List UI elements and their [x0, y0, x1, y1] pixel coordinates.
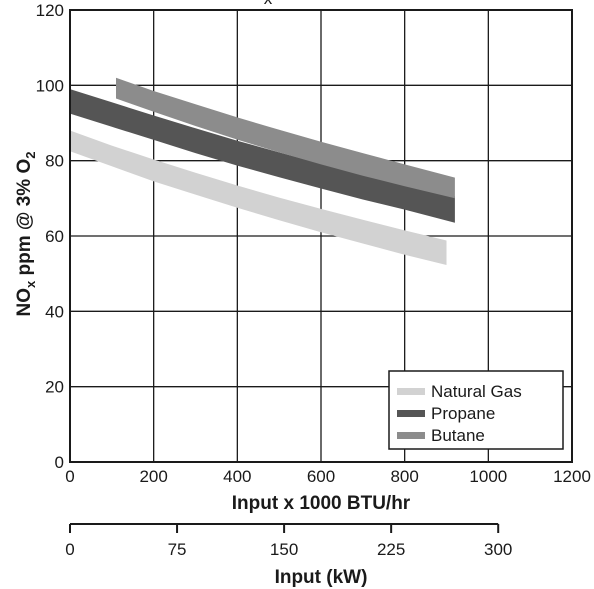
- secondary-tick-label: 225: [377, 540, 405, 559]
- x-tick-label: 1200: [553, 467, 591, 486]
- y-axis-title-sub2: 2: [23, 152, 38, 159]
- band-butane: [116, 77, 455, 199]
- legend: Natural Gas Propane Butane: [388, 370, 564, 450]
- band-propane: [70, 89, 455, 223]
- data-bands: [70, 77, 455, 265]
- x-axis-ticks: 0 200 400 600 800 1000 1200: [65, 467, 591, 486]
- legend-swatch: [397, 388, 425, 395]
- x-tick-label: 1000: [469, 467, 507, 486]
- y-axis-ticks: 0 20 40 60 80 100 120: [36, 1, 64, 472]
- y-tick-label: 20: [45, 378, 64, 397]
- y-tick-label: 80: [45, 152, 64, 171]
- y-axis-title-main: NO: [14, 288, 35, 317]
- x-tick-label: 0: [65, 467, 74, 486]
- secondary-tick-label: 0: [65, 540, 74, 559]
- y-axis-title: NOx ppm @ 3% O2: [14, 152, 38, 317]
- x-tick-label: 400: [223, 467, 251, 486]
- x-axis-title: Input x 1000 BTU/hr: [232, 493, 411, 514]
- band-natural-gas: [70, 130, 447, 265]
- secondary-x-axis-title: Input (kW): [275, 567, 368, 588]
- legend-label: Natural Gas: [431, 382, 522, 401]
- plot-frame: [69, 9, 573, 463]
- y-axis-title-sub1: x: [23, 280, 38, 288]
- y-tick-label: 100: [36, 76, 64, 95]
- legend-swatch: [397, 432, 425, 439]
- secondary-tick-label: 150: [270, 540, 298, 559]
- secondary-tick-label: 300: [484, 540, 512, 559]
- y-tick-label: 60: [45, 227, 64, 246]
- legend-swatch: [397, 410, 425, 417]
- y-axis-title-mid: ppm @ 3% O: [14, 159, 35, 281]
- y-tick-label: 0: [55, 453, 64, 472]
- secondary-x-axis: 0 75 150 225 300: [65, 523, 512, 559]
- title-fragment: x: [264, 0, 273, 8]
- y-tick-label: 40: [45, 302, 64, 321]
- x-tick-label: 600: [307, 467, 335, 486]
- x-tick-label: 200: [139, 467, 167, 486]
- legend-label: Butane: [431, 426, 485, 445]
- y-tick-label: 120: [36, 1, 64, 20]
- secondary-tick-label: 75: [168, 540, 187, 559]
- x-tick-label: 800: [390, 467, 418, 486]
- legend-label: Propane: [431, 404, 495, 423]
